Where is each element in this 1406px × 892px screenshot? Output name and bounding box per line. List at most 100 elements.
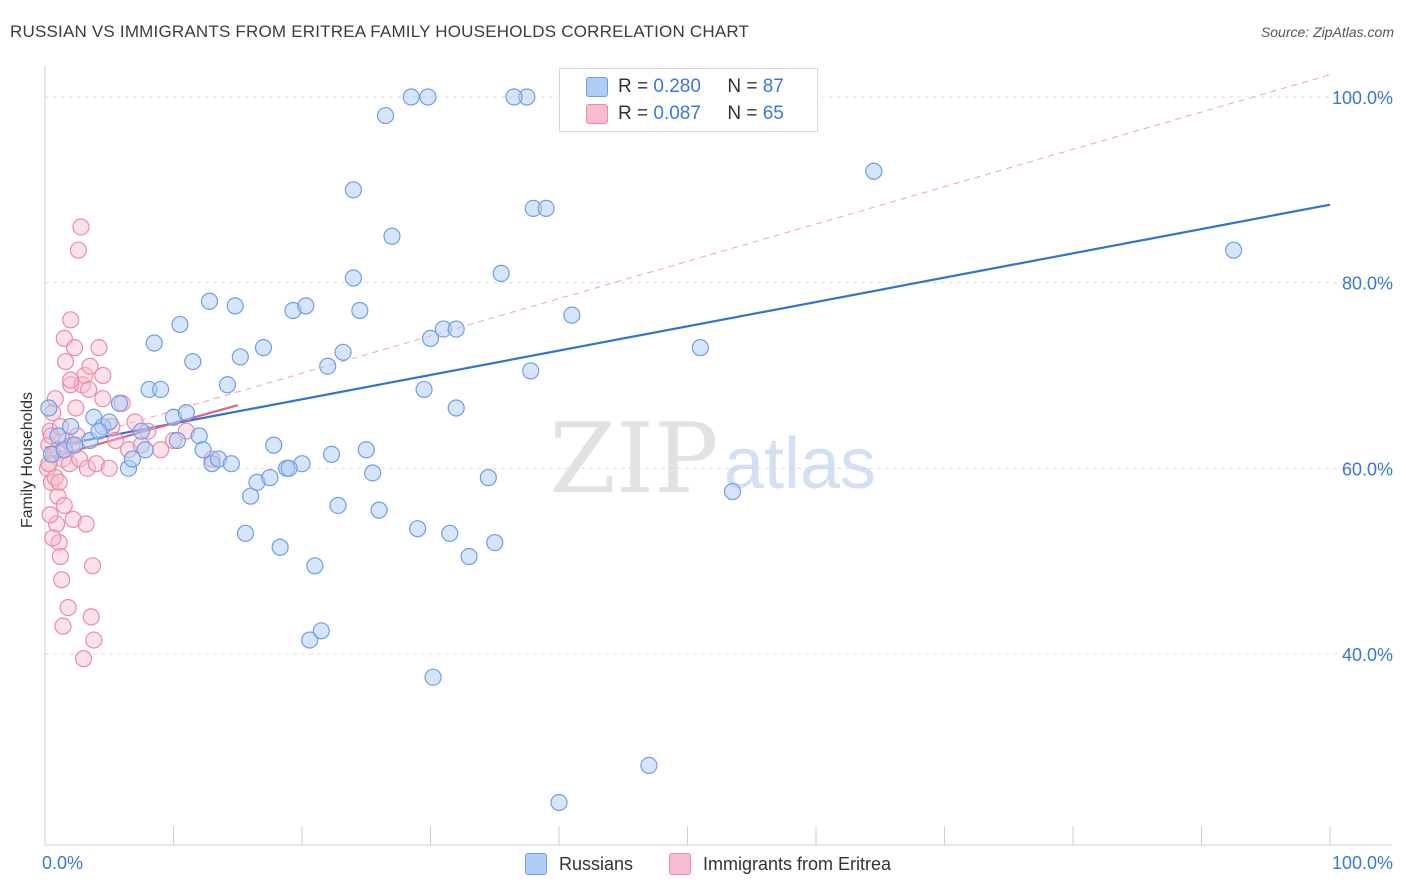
legend-n-label: N = [727,103,758,124]
russian-point [383,227,401,245]
bottom-legend-label-eritrea: Immigrants from Eritrea [703,853,892,874]
russian-point [312,622,330,640]
russian-point [242,487,260,505]
russian-point [184,352,202,371]
russian-point [132,422,150,440]
eritrea-point [87,455,106,473]
eritrea-point [62,311,80,329]
russian-point [723,482,742,501]
legend-n-value-eritrea: 65 [762,103,784,124]
russian-point [522,362,540,380]
russian-point [136,441,154,459]
russian-point [486,533,504,552]
russian-point [261,469,279,487]
legend-swatch-russians [586,77,608,97]
eritrea-point [72,218,90,236]
eritrea-point [44,529,62,547]
eritrea-point [50,473,68,491]
legend-r-value-russians: 0.280 [653,76,701,97]
bottom-legend-russians[interactable]: Russians [525,851,633,877]
russian-point [171,315,189,334]
eritrea-point [41,506,59,524]
eritrea-point [55,496,73,515]
watermark-zip: ZIP [549,403,718,515]
y-tick-label: 100.0% [1332,88,1393,108]
russian-point [329,496,347,515]
russian-point [254,339,273,357]
grid [45,96,1392,655]
russian-point [344,181,362,199]
eritrea-point [85,631,103,649]
russian-point [441,524,459,542]
x-tick-label-max: 100.0% [1332,853,1393,873]
eritrea-point [81,357,99,375]
eritrea-point [94,390,112,408]
source-label: Source: ZipAtlas.com [1260,24,1394,40]
russian-point [297,297,315,315]
eritrea-point [53,571,71,589]
russian-point [691,339,709,357]
eritrea-point [82,608,100,626]
russian-point [90,422,108,440]
russian-point [280,459,298,477]
russian-point [168,431,186,450]
x-tick-label-min: 0.0% [42,853,83,873]
russian-point [62,417,80,436]
russian-point [409,520,427,538]
russian-point [334,343,352,361]
russian-point [460,547,478,566]
russian-point [194,441,212,459]
bottom-legend-eritrea[interactable]: Immigrants from Eritrea [669,851,891,877]
eritrea-point [69,241,88,259]
russian-point [145,334,163,352]
trend-lines [44,74,1331,461]
eritrea-point [62,371,80,389]
y-tick-label: 60.0% [1342,459,1393,479]
russian-point [424,668,442,686]
watermark-atlas: atlas [724,424,876,504]
russian-point [231,348,249,366]
eritrea-point [47,515,66,533]
eritrea-point [78,459,97,477]
russian-point [49,427,67,445]
russians-trend-line [44,203,1331,449]
russian-point [322,445,341,464]
russian-point [319,357,337,375]
tick-labels: 40.0% 60.0% 80.0% 100.0% 0.0% 100.0% [42,88,1393,873]
russian-point [505,88,523,106]
eritrea-point [83,557,102,575]
bottom-legend-swatch-russians [525,853,547,875]
russian-point [301,631,319,649]
eritrea-point [49,487,67,505]
russian-point [65,436,84,454]
eritrea-point [51,547,70,566]
russian-point [271,538,289,556]
russian-point [447,320,465,338]
legend-n-value-russians: 87 [762,76,784,97]
y-tick-label: 80.0% [1342,274,1393,294]
russian-point [550,793,568,812]
eritrea-point [94,366,112,385]
russian-point [370,501,388,519]
eritrea-point [107,431,125,450]
russian-point [364,464,382,482]
russian-point [492,264,510,282]
eritrea-point [64,510,82,528]
russian-point [419,88,437,106]
eritrea-point [67,399,85,417]
russian-point [640,756,658,775]
russian-point [415,380,433,399]
bottom-legend-label-russians: Russians [559,853,634,874]
eritrea-point [54,617,72,635]
eritrea-point [90,339,108,357]
eritrea-point [100,459,118,477]
legend-n-label: N = [727,76,758,97]
russian-point [376,106,395,125]
legend-r-label: R = [618,76,649,97]
russian-point [402,88,420,106]
russian-point [447,399,465,417]
russian-point [1225,241,1243,259]
eritrea-point [56,352,75,371]
legend-r-label: R = [618,103,649,124]
russian-point [222,455,240,473]
